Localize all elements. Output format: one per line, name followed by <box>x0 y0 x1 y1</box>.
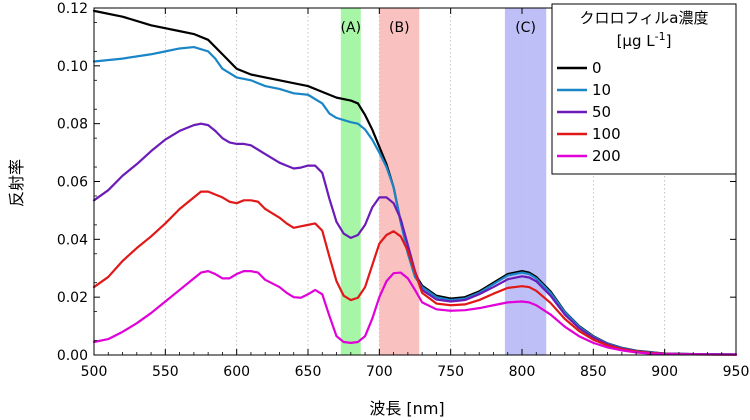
legend-title-superscript: -1 <box>655 30 666 43</box>
legend-title-close: ] <box>666 32 672 50</box>
y-tick-label-0: 0.00 <box>57 348 88 364</box>
legend-title-line2: [μg L-1] <box>617 30 672 50</box>
x-tick-label-500: 500 <box>81 364 108 380</box>
legend-box <box>551 3 737 175</box>
series-line-50 <box>92 122 738 356</box>
series-line-100 <box>92 190 738 356</box>
x-tick-label-900: 900 <box>651 364 678 380</box>
series-lines <box>92 9 738 356</box>
band-label-0: (A) <box>341 20 362 36</box>
y-tick-label-5: 0.10 <box>57 59 88 75</box>
legend-label-100: 100 <box>592 125 621 143</box>
legend-label-50: 50 <box>592 103 611 121</box>
axis-ticks: 500 550 600 650 700 750 800 850 900 9500.000.020.… <box>57 1 750 380</box>
legend-label-10: 10 <box>592 81 611 99</box>
band-2 <box>504 8 547 355</box>
legend-entries: 0 10 50 100 200 <box>557 59 621 165</box>
series-line-10 <box>92 45 738 356</box>
band-label-2: (C) <box>515 20 536 36</box>
wavelength-bands: (A) (B) (C) <box>341 8 547 355</box>
y-tick-label-6: 0.12 <box>57 1 88 17</box>
legend: クロロフィルa濃度 [μg L-1] 0 10 50 100 200 <box>551 3 737 175</box>
band-label-1: (B) <box>389 20 410 36</box>
legend-label-0: 0 <box>592 59 602 77</box>
x-tick-label-750: 750 <box>437 364 464 380</box>
x-axis-title: 波長 [nm] <box>369 399 444 418</box>
legend-title-unit: [μg L <box>617 32 656 50</box>
x-tick-label-850: 850 <box>580 364 607 380</box>
y-tick-label-2: 0.04 <box>57 232 88 248</box>
y-tick-label-1: 0.02 <box>57 290 88 306</box>
x-tick-label-550: 550 <box>152 364 179 380</box>
y-tick-label-3: 0.06 <box>57 175 88 191</box>
legend-label-200: 200 <box>592 147 621 165</box>
band-1 <box>379 8 420 355</box>
x-tick-label-800: 800 <box>509 364 536 380</box>
legend-title-line1: クロロフィルa濃度 <box>580 9 709 27</box>
x-tick-label-700: 700 <box>366 364 393 380</box>
band-0 <box>340 8 361 355</box>
series-line-200 <box>92 270 738 356</box>
y-tick-label-4: 0.08 <box>57 117 88 133</box>
x-tick-label-950: 950 <box>723 364 750 380</box>
y-axis-title: 反射率 <box>7 159 26 207</box>
x-tick-label-600: 600 <box>223 364 250 380</box>
x-tick-label-650: 650 <box>295 364 322 380</box>
